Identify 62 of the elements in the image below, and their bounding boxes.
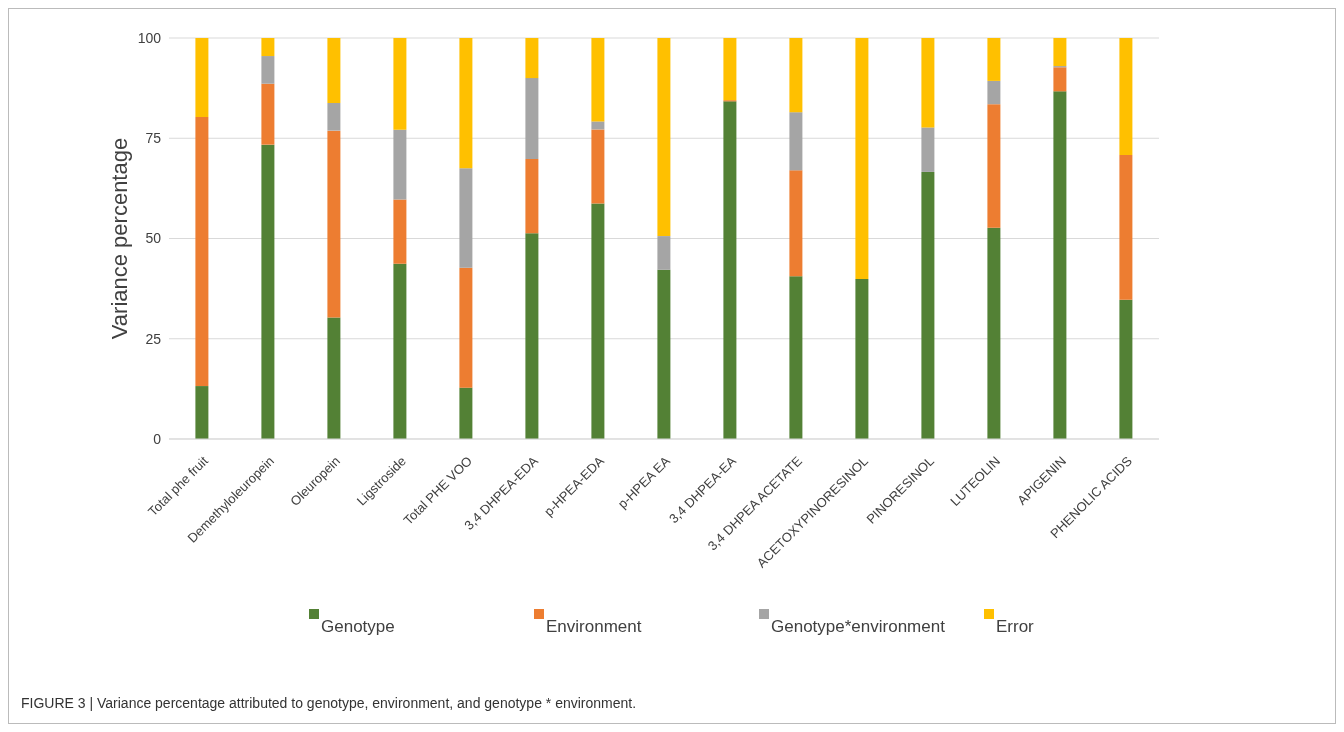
bar xyxy=(723,38,737,101)
bar xyxy=(261,38,275,57)
bar xyxy=(987,80,1001,105)
bar xyxy=(261,83,275,145)
bar xyxy=(327,38,341,103)
bar xyxy=(987,227,1001,439)
bar xyxy=(459,168,473,268)
bar xyxy=(393,199,407,264)
bar xyxy=(591,203,605,439)
bar xyxy=(921,127,935,172)
bar xyxy=(525,78,539,160)
y-tick-label: 50 xyxy=(145,230,162,247)
bar xyxy=(1053,67,1067,92)
y-tick-label: 0 xyxy=(153,430,162,447)
bar xyxy=(723,101,737,439)
bar xyxy=(657,38,671,237)
legend-label: Genotype xyxy=(320,616,396,637)
bar xyxy=(195,386,209,439)
bar xyxy=(525,38,539,79)
bar xyxy=(789,170,803,277)
legend-label: Environment xyxy=(545,616,643,637)
bar xyxy=(855,279,869,439)
bar xyxy=(195,117,209,387)
bar xyxy=(261,144,275,439)
bar xyxy=(459,387,473,439)
bar xyxy=(1119,155,1133,300)
bar xyxy=(789,276,803,439)
bar xyxy=(1053,38,1067,67)
bar xyxy=(789,112,803,171)
bar xyxy=(657,236,671,270)
y-axis-title: Variance percentage xyxy=(106,137,132,340)
bar xyxy=(987,38,1001,81)
bar xyxy=(591,121,605,130)
bar xyxy=(525,159,539,234)
bar xyxy=(393,129,407,200)
bar xyxy=(393,263,407,439)
caption: FIGURE 3 | Variance percentage attributed to genotype, environment, and genotype * environment. xyxy=(21,695,637,711)
bar xyxy=(327,317,341,439)
bar xyxy=(591,38,605,122)
bar xyxy=(1119,299,1133,439)
bar xyxy=(327,102,341,131)
y-tick-label: 25 xyxy=(145,330,162,347)
bar xyxy=(393,38,407,130)
bar xyxy=(789,38,803,113)
bar xyxy=(459,267,473,388)
bar xyxy=(657,269,671,439)
bar xyxy=(921,38,935,128)
bar xyxy=(459,38,473,169)
bar xyxy=(327,130,341,318)
bar xyxy=(525,233,539,439)
bar xyxy=(987,104,1001,228)
legend-label: Error xyxy=(995,616,1035,637)
legend-label: Genotype*environment xyxy=(770,616,946,637)
bar xyxy=(921,171,935,439)
y-tick-label: 100 xyxy=(137,29,162,46)
bar xyxy=(855,38,869,279)
bar xyxy=(1119,38,1133,156)
bar xyxy=(195,38,209,117)
y-tick-label: 75 xyxy=(145,130,162,147)
bar xyxy=(1053,91,1067,439)
bar xyxy=(591,129,605,204)
bar xyxy=(261,56,275,84)
